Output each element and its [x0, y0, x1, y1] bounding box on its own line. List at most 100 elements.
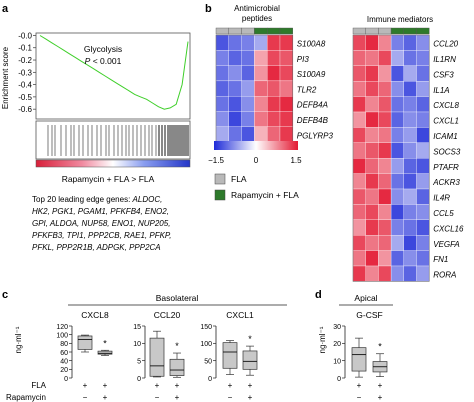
heatmap-cell [390, 250, 404, 267]
heatmap-cell [365, 96, 379, 113]
gene-label: S100A9 [297, 70, 326, 79]
gene-label: CXCL16 [433, 224, 464, 233]
heatmap-cell [352, 250, 366, 267]
heatmap-cell [416, 204, 430, 220]
heatmap-cell [378, 265, 392, 282]
panel-c-letter: c [2, 289, 8, 301]
gene-label: TLR2 [297, 85, 317, 94]
enrichment-curve [39, 35, 189, 110]
boxplot-ytick-label: 0 [137, 376, 141, 383]
heatmap-cell [352, 142, 366, 159]
antimicrobial-title-2: peptides [242, 14, 272, 23]
heatmap-cell [241, 126, 255, 143]
row-label-rapamycin: Rapamycin [6, 393, 46, 402]
gene-label: PGLYRP3 [297, 131, 334, 140]
heatmap-cell [390, 188, 404, 205]
heatmap-cell [352, 158, 366, 174]
antimicrobial-heatmap: S100A8 PI3 S100A9 TLR2 DEFB4A DEFB4B PGLYRP3 [215, 27, 334, 143]
heatmap-cell [390, 111, 404, 128]
heatmap-cell [352, 34, 366, 51]
heatmap-cell [390, 96, 404, 113]
leading-edge-line-1: HK2, PGK1, PGAM1, PFKFB4, ENO2, [32, 207, 169, 216]
heatmap-cell [365, 34, 379, 51]
heatmap-cell [254, 96, 268, 112]
legend-label-rapamycin-fla: Rapamycin + FLA [231, 190, 299, 200]
group-color-cell [365, 27, 379, 35]
leading-edge-line-3: PFKFB3, TPI1, PPP2CB, RAE1, PFKP, [32, 231, 171, 240]
panel-b: b Antimicrobial peptides Immune mediator… [205, 3, 464, 282]
group-color-cell [378, 27, 392, 35]
heatmap-cell [390, 50, 404, 66]
colorbar [214, 141, 298, 150]
heatmap-cell [215, 50, 229, 66]
panel-c-title: Basolateral [156, 293, 199, 303]
gene-label: VEGFA [433, 240, 460, 249]
panel-a-ytick-label: -0.6 [18, 105, 32, 114]
heatmap-cell [215, 34, 229, 51]
gene-label: SOCS3 [433, 147, 461, 156]
heatmap-cell [378, 50, 392, 66]
heatmap-cell [390, 34, 404, 51]
heatmap-cell [365, 127, 379, 143]
group-color-cell [279, 27, 294, 35]
heatmap-cell [352, 81, 366, 97]
heatmap-cell [378, 204, 392, 220]
panel-c: c Basolateral ng·ml⁻¹ CXCL80204060801001… [2, 289, 287, 402]
boxplot-title: CCL20 [154, 310, 181, 320]
heatmap-cell [390, 219, 404, 236]
condition-sign: − [83, 393, 88, 402]
boxplot-ytick-label: 120 [56, 324, 68, 331]
heatmap-cell [416, 65, 430, 82]
heatmap-cell [254, 126, 268, 143]
heatmap-cell [416, 111, 430, 128]
condition-sign: + [175, 393, 180, 402]
heatmap-cell [254, 111, 268, 127]
heatmap-cell [416, 127, 430, 143]
heatmap-cell [403, 204, 417, 220]
heatmap-cell [403, 50, 417, 66]
heatmap-cell [365, 173, 379, 190]
group-color-cell [352, 27, 366, 35]
heatmap-cell [378, 127, 392, 143]
gene-label: FN1 [433, 255, 448, 264]
heatmap-cell [352, 127, 366, 143]
heatmap-cell [352, 204, 366, 220]
heatmap-cell [365, 158, 379, 174]
panel-a-ytick-label: -0.0 [18, 31, 32, 40]
gene-label: DEFB4B [297, 116, 329, 125]
heatmap-cell [228, 65, 242, 82]
significance-marker: * [103, 338, 107, 348]
leading-edge-line-2: GPI, ALDOA, NUP58, ENO1, NUP205, [32, 219, 170, 228]
heatmap-cell [279, 96, 293, 112]
heatmap-cell [352, 219, 366, 236]
heatmap-cell [403, 173, 417, 190]
boxplot-ytick-label: 5 [137, 358, 141, 365]
heatmap-cell [352, 235, 366, 251]
gene-label: CCL5 [433, 209, 454, 218]
panel-a: a Enrichment score -0.0-0.1-0.2-0.3-0.4-… [1, 3, 191, 252]
heatmap-cell [416, 50, 430, 66]
heatmap-cell [416, 188, 430, 205]
heatmap-cell [352, 65, 366, 82]
heatmap-cell [352, 96, 366, 113]
heatmap-cell [390, 142, 404, 159]
condition-sign: − [228, 393, 233, 402]
boxplot-ytick-label: 0 [64, 376, 68, 383]
box-iqr [169, 358, 185, 376]
heatmap-cell [365, 188, 379, 205]
gene-label: CSF3 [433, 70, 454, 79]
heatmap-cell [390, 204, 404, 220]
heatmap-cell [228, 111, 242, 127]
heatmap-cell [241, 50, 255, 66]
boxplot-ytick-label: 20 [333, 341, 341, 348]
condition-sign: + [378, 381, 383, 390]
gene-label: IL1RN [433, 55, 456, 64]
panel-d-title: Apical [354, 293, 377, 303]
heatmap-cell [241, 111, 255, 127]
boxplot-ytick-label: 20 [60, 367, 68, 374]
heatmap-cell [352, 50, 366, 66]
boxplot-g-csf: G-CSF 0 10 20 30 * + + − + [333, 310, 388, 402]
heatmap-cell [390, 265, 404, 282]
